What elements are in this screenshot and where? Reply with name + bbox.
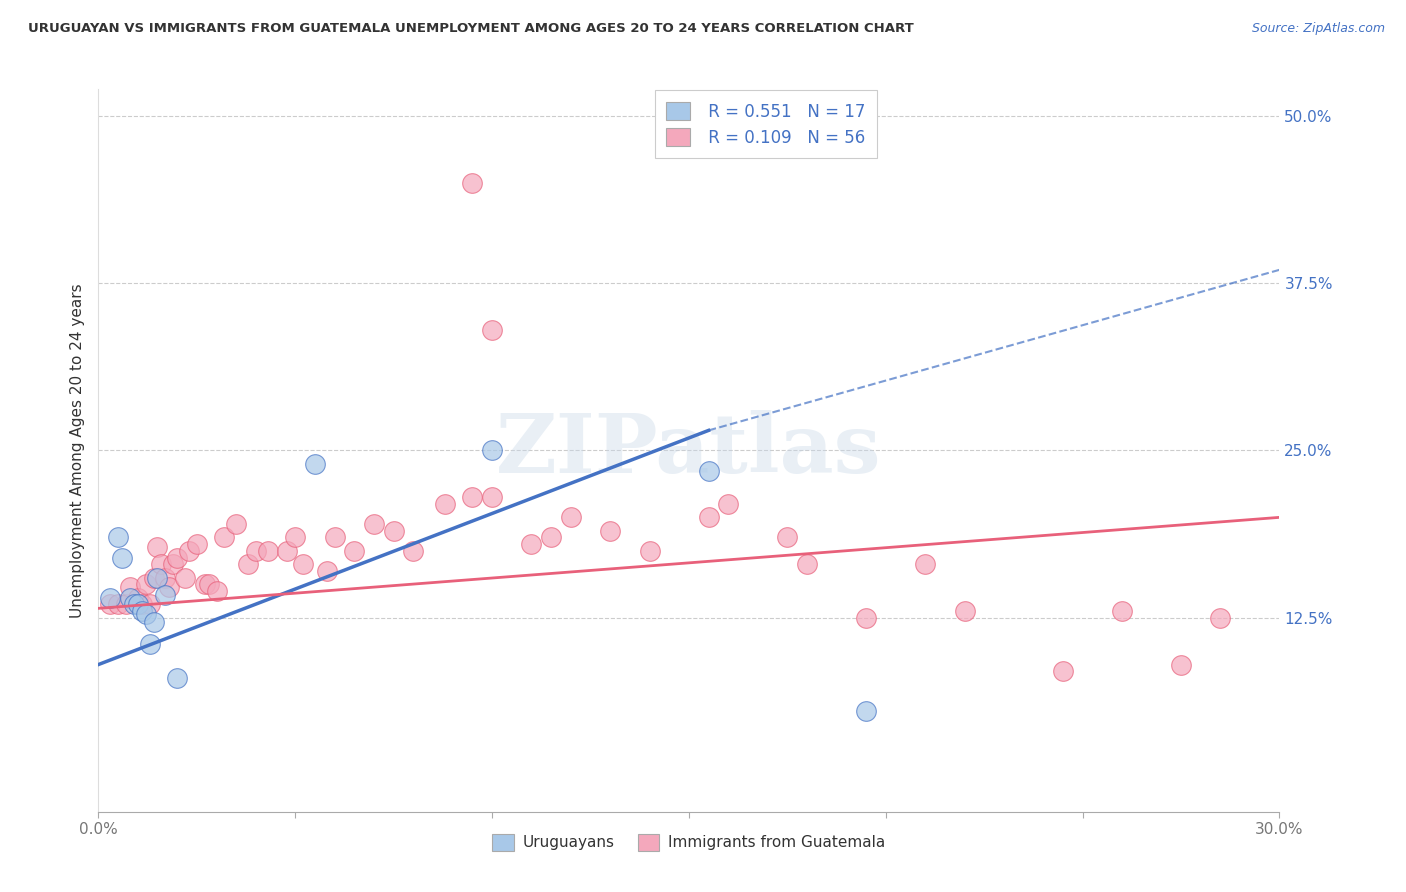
- Point: [214, 530, 236, 544]
- Text: URUGUAYAN VS IMMIGRANTS FROM GUATEMALA UNEMPLOYMENT AMONG AGES 20 TO 24 YEARS CO: URUGUAYAN VS IMMIGRANTS FROM GUATEMALA U…: [28, 22, 914, 36]
- Point: [914, 557, 936, 572]
- Point: [855, 611, 877, 625]
- Point: [194, 577, 217, 591]
- Point: [225, 517, 247, 532]
- Point: [111, 550, 134, 565]
- Point: [481, 323, 503, 337]
- Point: [717, 497, 740, 511]
- Point: [150, 557, 173, 572]
- Point: [107, 598, 129, 612]
- Point: [697, 510, 720, 524]
- Point: [127, 591, 149, 605]
- Point: [276, 544, 298, 558]
- Point: [107, 530, 129, 544]
- Point: [1052, 664, 1074, 679]
- Text: ZIPatlas: ZIPatlas: [496, 410, 882, 491]
- Point: [481, 491, 503, 505]
- Point: [166, 671, 188, 685]
- Point: [292, 557, 315, 572]
- Point: [776, 530, 799, 544]
- Point: [205, 584, 228, 599]
- Point: [146, 540, 169, 554]
- Point: [186, 537, 208, 551]
- Point: [284, 530, 307, 544]
- Point: [245, 544, 267, 558]
- Point: [433, 497, 456, 511]
- Point: [315, 564, 337, 578]
- Point: [138, 598, 160, 612]
- Point: [461, 176, 484, 190]
- Point: [520, 537, 543, 551]
- Point: [155, 588, 177, 602]
- Point: [135, 577, 157, 591]
- Point: [157, 580, 180, 594]
- Point: [98, 591, 121, 605]
- Point: [402, 544, 425, 558]
- Point: [599, 524, 621, 538]
- Point: [138, 637, 160, 651]
- Point: [122, 598, 145, 612]
- Point: [131, 604, 153, 618]
- Point: [540, 530, 562, 544]
- Point: [697, 464, 720, 478]
- Point: [142, 615, 165, 629]
- Point: [638, 544, 661, 558]
- Point: [127, 598, 149, 612]
- Point: [131, 598, 153, 612]
- Point: [560, 510, 582, 524]
- Point: [481, 443, 503, 458]
- Point: [796, 557, 818, 572]
- Point: [343, 544, 366, 558]
- Point: [166, 550, 188, 565]
- Point: [236, 557, 259, 572]
- Point: [953, 604, 976, 618]
- Legend: Uruguayans, Immigrants from Guatemala: Uruguayans, Immigrants from Guatemala: [485, 826, 893, 858]
- Point: [162, 557, 184, 572]
- Point: [118, 591, 141, 605]
- Point: [382, 524, 405, 538]
- Point: [155, 571, 177, 585]
- Point: [142, 571, 165, 585]
- Point: [1111, 604, 1133, 618]
- Point: [146, 571, 169, 585]
- Point: [855, 705, 877, 719]
- Point: [1170, 657, 1192, 672]
- Point: [197, 577, 219, 591]
- Point: [135, 607, 157, 621]
- Y-axis label: Unemployment Among Ages 20 to 24 years: Unemployment Among Ages 20 to 24 years: [69, 283, 84, 618]
- Point: [256, 544, 278, 558]
- Point: [461, 491, 484, 505]
- Point: [363, 517, 385, 532]
- Point: [177, 544, 200, 558]
- Point: [1209, 611, 1232, 625]
- Point: [98, 598, 121, 612]
- Point: [323, 530, 346, 544]
- Point: [304, 457, 326, 471]
- Point: [174, 571, 197, 585]
- Point: [115, 598, 138, 612]
- Point: [118, 580, 141, 594]
- Text: Source: ZipAtlas.com: Source: ZipAtlas.com: [1251, 22, 1385, 36]
